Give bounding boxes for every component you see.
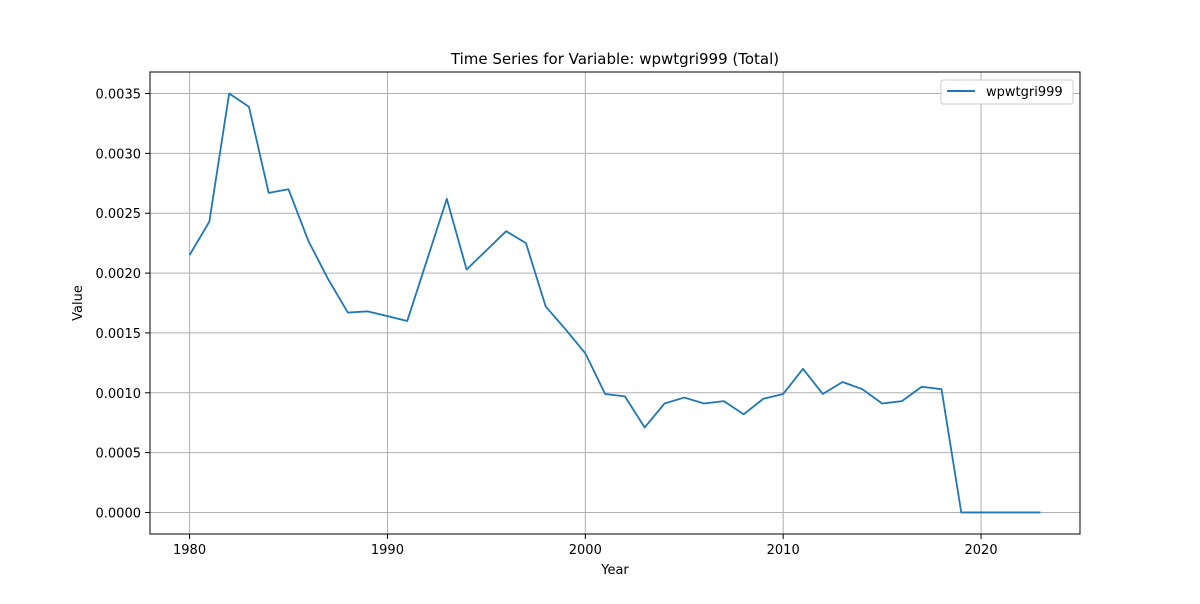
data-point: [762, 398, 764, 400]
y-tick-label: 0.0020: [96, 267, 142, 282]
data-point: [228, 92, 230, 94]
data-point: [802, 368, 804, 370]
data-point: [426, 259, 428, 261]
data-point: [1039, 511, 1041, 513]
plot-frame: [149, 71, 1081, 535]
data-point: [822, 393, 824, 395]
data-point: [604, 393, 606, 395]
x-axis-ticks: 1980 1990 2000 2010 2020: [173, 534, 998, 558]
data-point: [347, 311, 349, 313]
data-point: [564, 328, 566, 330]
data-point: [703, 402, 705, 404]
data-point: [208, 220, 210, 222]
data-point: [643, 426, 645, 428]
legend-label: wpwtgri999: [986, 85, 1063, 100]
data-point: [841, 381, 843, 383]
data-point: [723, 400, 725, 402]
data-point: [406, 320, 408, 322]
data-point: [1000, 511, 1002, 513]
data-point: [485, 249, 487, 251]
data-point: [525, 242, 527, 244]
series-line: [188, 92, 1041, 514]
y-tick-label: 0.0015: [96, 327, 142, 342]
grid: [150, 72, 1080, 534]
series-layer: [188, 92, 1041, 514]
data-point: [742, 413, 744, 415]
data-point: [921, 386, 923, 388]
data-point: [287, 188, 289, 190]
data-point: [446, 198, 448, 200]
y-axis-ticks: 0.0000 0.0005 0.0010 0.0015 0.0020 0.0025 0.00…: [96, 88, 150, 521]
y-axis-label: Value: [71, 285, 86, 321]
x-tick-label: 1980: [173, 543, 206, 558]
y-tick-label: 0.0035: [96, 88, 142, 103]
data-point: [307, 240, 309, 242]
x-tick-label: 2020: [965, 543, 998, 558]
data-point: [545, 305, 547, 307]
y-tick-label: 0.0000: [96, 506, 142, 521]
x-tick-label: 2000: [569, 543, 602, 558]
data-point: [663, 402, 665, 404]
x-tick-label: 2010: [767, 543, 800, 558]
chart-title: Time Series for Variable: wpwtgri999 (To…: [450, 50, 779, 68]
y-tick-label: 0.0010: [96, 387, 142, 402]
legend-box: [940, 79, 1074, 105]
x-axis-label: Year: [600, 563, 629, 578]
data-point: [940, 388, 942, 390]
data-point: [881, 402, 883, 404]
data-point: [861, 388, 863, 390]
legend: wpwtgri999: [940, 79, 1074, 105]
data-point: [683, 396, 685, 398]
x-tick-label: 1990: [371, 543, 404, 558]
y-tick-label: 0.0005: [96, 447, 142, 462]
data-point: [386, 315, 388, 317]
data-point: [960, 511, 962, 513]
data-point: [505, 230, 507, 232]
data-point: [624, 395, 626, 397]
data-point: [268, 192, 270, 194]
data-point: [327, 278, 329, 280]
data-point: [901, 400, 903, 402]
data-point: [980, 511, 982, 513]
data-point: [366, 310, 368, 312]
data-point: [188, 254, 190, 256]
data-point: [782, 393, 784, 395]
data-point: [248, 106, 250, 108]
y-tick-label: 0.0025: [96, 207, 142, 222]
data-point: [465, 268, 467, 270]
y-tick-label: 0.0030: [96, 147, 142, 162]
data-point: [584, 352, 586, 354]
data-point: [1019, 511, 1021, 513]
